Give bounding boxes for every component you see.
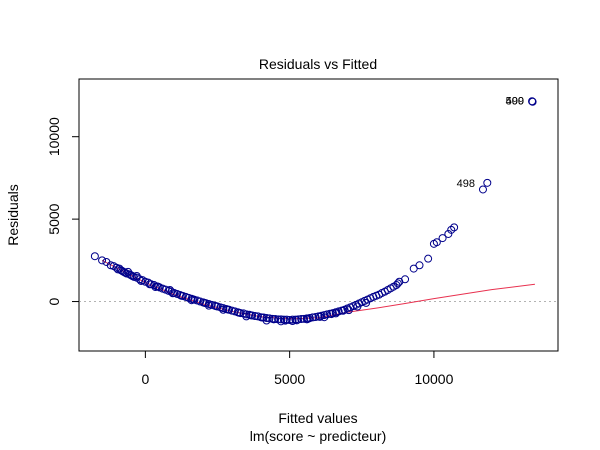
- residual-point: [331, 309, 340, 318]
- residual-point: [339, 306, 348, 315]
- residual-point: [432, 238, 441, 247]
- residual-point: [528, 97, 537, 106]
- y-tick-label: 5000: [46, 203, 62, 234]
- residual-point: [302, 315, 311, 324]
- y-tick-label: 0: [46, 297, 62, 305]
- residual-point: [438, 234, 447, 243]
- residual-point: [311, 313, 320, 322]
- residual-point: [288, 316, 297, 325]
- residual-point: [327, 310, 336, 319]
- x-tick-label: 0: [141, 371, 149, 387]
- residual-point: [401, 275, 410, 284]
- residual-point: [276, 317, 285, 326]
- outlier-label: 498: [457, 178, 475, 190]
- residual-point: [246, 311, 255, 320]
- residual-point: [242, 310, 251, 319]
- residual-point: [235, 308, 244, 317]
- x-tick-label: 10000: [414, 371, 453, 387]
- residual-point: [262, 316, 271, 325]
- residual-point: [323, 310, 332, 319]
- x-tick-label: 5000: [274, 371, 305, 387]
- residual-point: [90, 252, 99, 261]
- x-axis: 0 5000 10000: [141, 350, 454, 387]
- residual-point: [137, 276, 146, 285]
- y-axis-label: Residuals: [5, 184, 21, 245]
- residual-point: [154, 282, 163, 291]
- chart-title: Residuals vs Fitted: [259, 56, 377, 72]
- residual-point: [344, 306, 353, 315]
- outlier-label: 500: [506, 95, 524, 107]
- residual-point: [168, 289, 177, 298]
- residual-point: [177, 291, 186, 300]
- outlier-label: 499: [506, 95, 524, 107]
- residual-point: [450, 223, 459, 232]
- residual-point: [362, 298, 371, 307]
- residual-point: [124, 267, 133, 276]
- plot-frame: [78, 78, 559, 352]
- residual-point: [132, 271, 141, 280]
- residual-point: [128, 271, 137, 280]
- residual-point: [204, 301, 213, 310]
- residual-point: [353, 302, 362, 311]
- y-axis: 0 5000 10000: [46, 117, 80, 305]
- smooth-line: [101, 259, 535, 320]
- residual-point: [478, 185, 487, 194]
- residual-point: [393, 279, 402, 288]
- residual-point: [219, 305, 228, 314]
- residual-point: [409, 264, 418, 273]
- residual-point: [187, 296, 196, 305]
- residual-point: [292, 316, 301, 325]
- residual-point: [447, 225, 456, 234]
- residual-point: [223, 305, 232, 314]
- residual-point: [483, 178, 492, 187]
- x-axis-subtitle: lm(score ~ predicteur): [250, 428, 387, 444]
- residual-point: [282, 315, 291, 324]
- residual-point: [294, 315, 303, 324]
- residual-point: [106, 261, 115, 270]
- residual-point: [242, 312, 251, 321]
- residual-point: [151, 283, 160, 292]
- x-axis-label: Fitted values: [278, 410, 357, 426]
- residual-point: [315, 312, 324, 321]
- y-tick-label: 10000: [46, 117, 62, 156]
- residual-point: [320, 313, 329, 322]
- residual-point: [200, 298, 209, 307]
- residual-point: [119, 267, 128, 276]
- residual-point: [424, 254, 433, 263]
- residual-point: [415, 261, 424, 270]
- residual-point: [188, 295, 197, 304]
- residual-point: [98, 256, 107, 265]
- residual-point: [444, 229, 453, 238]
- residual-points: [90, 97, 537, 326]
